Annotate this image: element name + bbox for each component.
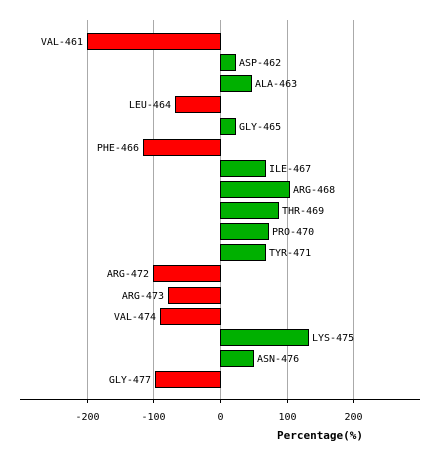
x-tick-label: 100 [278, 412, 296, 423]
bar-label: GLY-477 [109, 375, 151, 386]
bar-arg-468 [220, 181, 290, 198]
category-labels: VAL-461 ASP-462 ALA-463 LEU-464 GLY-465 PHE-4… [41, 37, 354, 386]
bar-label: ARG-472 [107, 269, 149, 280]
bar-gly-465 [220, 118, 236, 135]
bar-ile-467 [220, 160, 266, 177]
bar-thr-469 [220, 202, 279, 219]
bar-label: LEU-464 [129, 100, 171, 111]
bar-arg-473 [168, 287, 221, 304]
bar-label: ASN-476 [257, 354, 299, 365]
bar-label: VAL-461 [41, 37, 83, 48]
bar-label: TYR-471 [269, 248, 311, 259]
x-tick-label: -200 [75, 412, 99, 423]
bar-pro-470 [220, 223, 269, 240]
bar-asp-462 [220, 54, 236, 71]
bar-label: ASP-462 [239, 58, 281, 69]
x-axis-title: Percentage(%) [277, 429, 363, 442]
x-tick-label: 200 [344, 412, 362, 423]
bar-tyr-471 [220, 244, 266, 261]
bar-label: VAL-474 [114, 312, 156, 323]
bar-leu-464 [175, 96, 221, 113]
bar-label: THR-469 [282, 206, 324, 217]
bar-asn-476 [220, 350, 254, 367]
bar-phe-466 [143, 139, 221, 156]
bar-label: GLY-465 [239, 122, 281, 133]
bar-val-474 [160, 308, 221, 325]
bar-label: PHE-466 [97, 143, 139, 154]
bar-label: ARG-473 [122, 291, 164, 302]
bar-label: ARG-468 [293, 185, 335, 196]
bar-label: ILE-467 [269, 164, 311, 175]
bar-label: LYS-475 [312, 333, 354, 344]
bar-label: PRO-470 [272, 227, 314, 238]
x-tick-label: -100 [141, 412, 165, 423]
bar-ala-463 [220, 75, 252, 92]
bar-label: ALA-463 [255, 79, 297, 90]
bars [87, 33, 309, 388]
bar-val-461 [87, 33, 221, 50]
bar-gly-477 [155, 371, 221, 388]
bar-lys-475 [220, 329, 309, 346]
bar-arg-472 [153, 265, 221, 282]
x-tick-label: 0 [217, 412, 223, 423]
x-axis: -200 -100 0 100 200 [20, 399, 420, 423]
